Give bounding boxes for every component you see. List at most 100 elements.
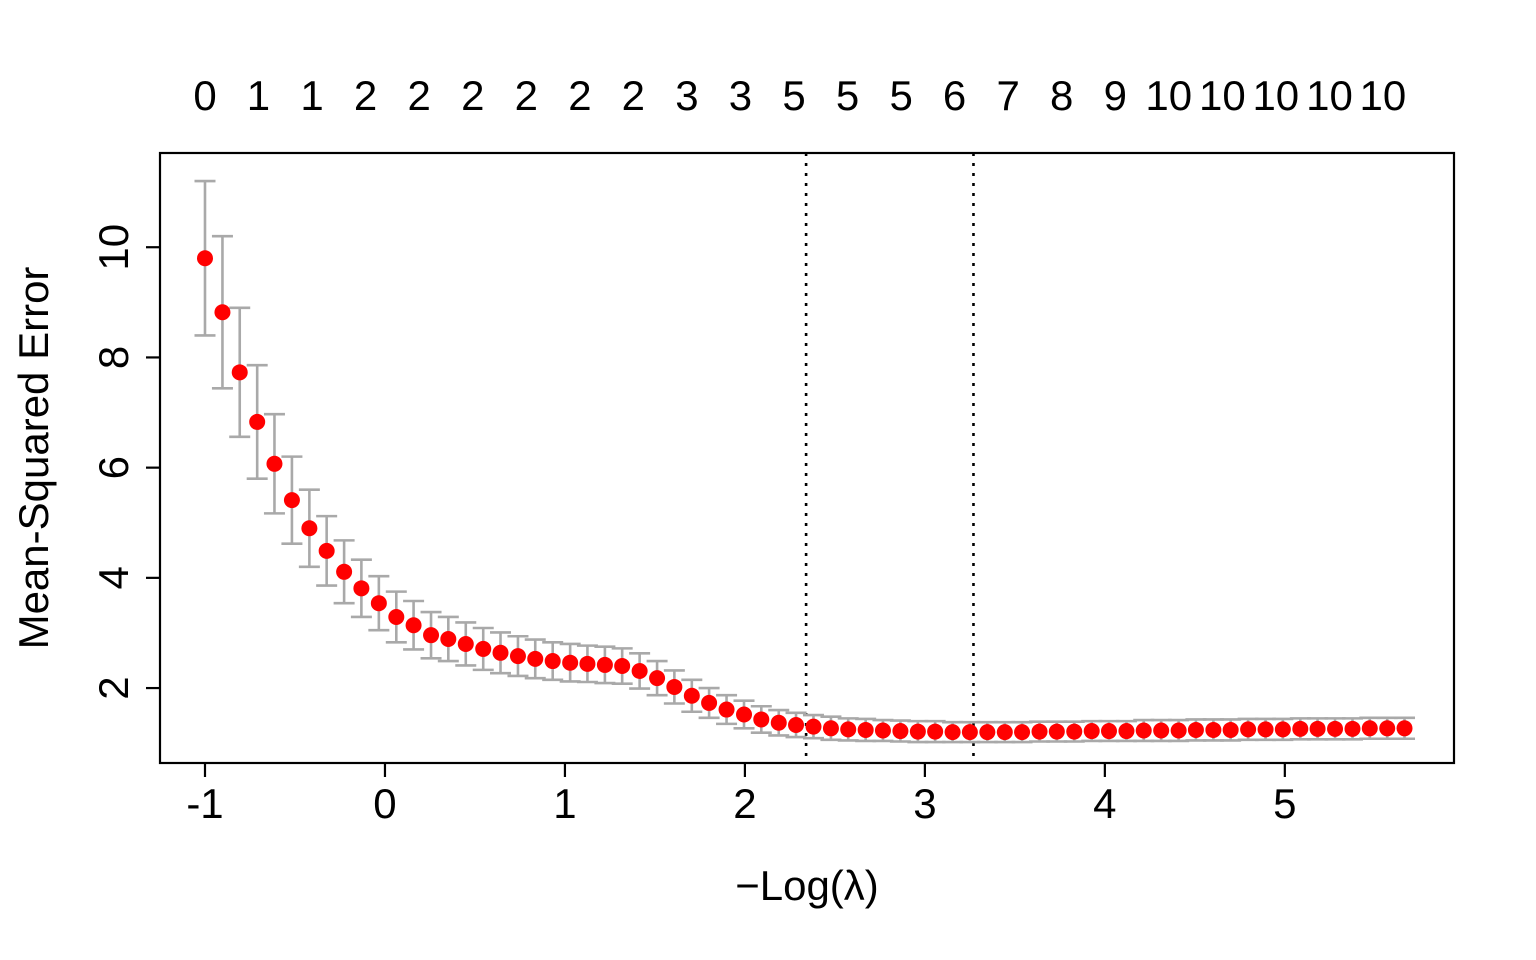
- x-tick-label: -1: [186, 780, 223, 827]
- top-axis-label: 5: [782, 72, 805, 119]
- top-axis-label: 5: [836, 72, 859, 119]
- y-tick-label: 8: [90, 346, 137, 369]
- x-tick-label: 1: [553, 780, 576, 827]
- data-point: [318, 542, 335, 559]
- data-point: [996, 724, 1013, 741]
- data-point: [736, 706, 753, 723]
- x-tick-label: 0: [373, 780, 396, 827]
- data-point: [1327, 720, 1344, 737]
- data-point: [1205, 721, 1222, 738]
- top-axis-label: 1: [247, 72, 270, 119]
- data-point: [283, 492, 300, 509]
- data-point: [405, 617, 422, 634]
- data-point: [1379, 720, 1396, 737]
- data-point: [979, 724, 996, 741]
- y-axis-label: Mean-Squared Error: [10, 267, 57, 650]
- data-point: [1153, 722, 1170, 739]
- data-point: [1309, 720, 1326, 737]
- data-point: [544, 653, 561, 670]
- data-point: [596, 656, 613, 673]
- data-point: [457, 635, 474, 652]
- x-axis-label: −Log(λ): [735, 862, 879, 909]
- top-axis-label: 10: [1306, 72, 1353, 119]
- data-point: [509, 648, 526, 665]
- data-point: [562, 654, 579, 671]
- data-point: [1292, 720, 1309, 737]
- data-point: [214, 304, 231, 321]
- top-axis-label: 6: [943, 72, 966, 119]
- top-axis-label: 10: [1199, 72, 1246, 119]
- data-point: [753, 711, 770, 728]
- data-point: [231, 364, 248, 381]
- data-point: [909, 723, 926, 740]
- data-point: [1344, 720, 1361, 737]
- data-point: [1066, 723, 1083, 740]
- data-point: [1014, 724, 1031, 741]
- data-point: [614, 658, 631, 675]
- y-tick-label: 4: [90, 566, 137, 589]
- data-point: [718, 701, 735, 718]
- data-point: [266, 455, 283, 472]
- data-point: [1031, 723, 1048, 740]
- data-point: [423, 627, 440, 644]
- top-axis-label: 10: [1145, 72, 1192, 119]
- data-point: [1240, 721, 1257, 738]
- top-axis-label: 8: [1050, 72, 1073, 119]
- data-point: [1274, 721, 1291, 738]
- data-point: [683, 687, 700, 704]
- x-tick-label: 4: [1093, 780, 1116, 827]
- top-axis-label: 9: [1104, 72, 1127, 119]
- top-axis-label: 3: [675, 72, 698, 119]
- data-point: [1083, 723, 1100, 740]
- data-point: [944, 724, 961, 741]
- vlines-group: [804, 153, 975, 763]
- data-point: [840, 721, 857, 738]
- data-point: [805, 718, 822, 735]
- data-point: [961, 724, 978, 741]
- points-group: [196, 250, 1413, 741]
- y-tick-label: 2: [90, 676, 137, 699]
- data-point: [649, 670, 666, 687]
- top-axis-label: 2: [461, 72, 484, 119]
- data-point: [822, 720, 839, 737]
- data-point: [701, 694, 718, 711]
- data-point: [475, 640, 492, 657]
- data-point: [1118, 723, 1135, 740]
- x-tick-label: 2: [733, 780, 756, 827]
- top-axis-label: 2: [515, 72, 538, 119]
- y-tick-label: 6: [90, 456, 137, 479]
- data-point: [1187, 721, 1204, 738]
- top-axis-label: 7: [997, 72, 1020, 119]
- x-tick-label: 5: [1273, 780, 1296, 827]
- data-point: [1135, 722, 1152, 739]
- top-axis-label: 2: [622, 72, 645, 119]
- data-point: [1257, 721, 1274, 738]
- top-axis-label: 2: [568, 72, 591, 119]
- data-point: [388, 608, 405, 625]
- data-point: [874, 722, 891, 739]
- data-point: [1048, 723, 1065, 740]
- data-point: [196, 250, 213, 267]
- plot-border: [158, 151, 1456, 765]
- top-axis-label: 2: [407, 72, 430, 119]
- data-point: [666, 678, 683, 695]
- top-axis-label: 0: [193, 72, 216, 119]
- data-point: [370, 595, 387, 612]
- top-axis-label: 1: [300, 72, 323, 119]
- top-axis-label: 5: [889, 72, 912, 119]
- data-point: [927, 723, 944, 740]
- top-axis-label: 10: [1252, 72, 1299, 119]
- data-point: [527, 650, 544, 667]
- y-tick-label: 10: [90, 224, 137, 271]
- data-point: [631, 662, 648, 679]
- data-point: [1396, 720, 1413, 737]
- data-point: [788, 716, 805, 733]
- data-point: [249, 413, 266, 430]
- error-bars-group: [194, 179, 1416, 744]
- data-point: [1361, 720, 1378, 737]
- data-point: [301, 520, 318, 537]
- top-axis-label: 2: [354, 72, 377, 119]
- data-point: [892, 723, 909, 740]
